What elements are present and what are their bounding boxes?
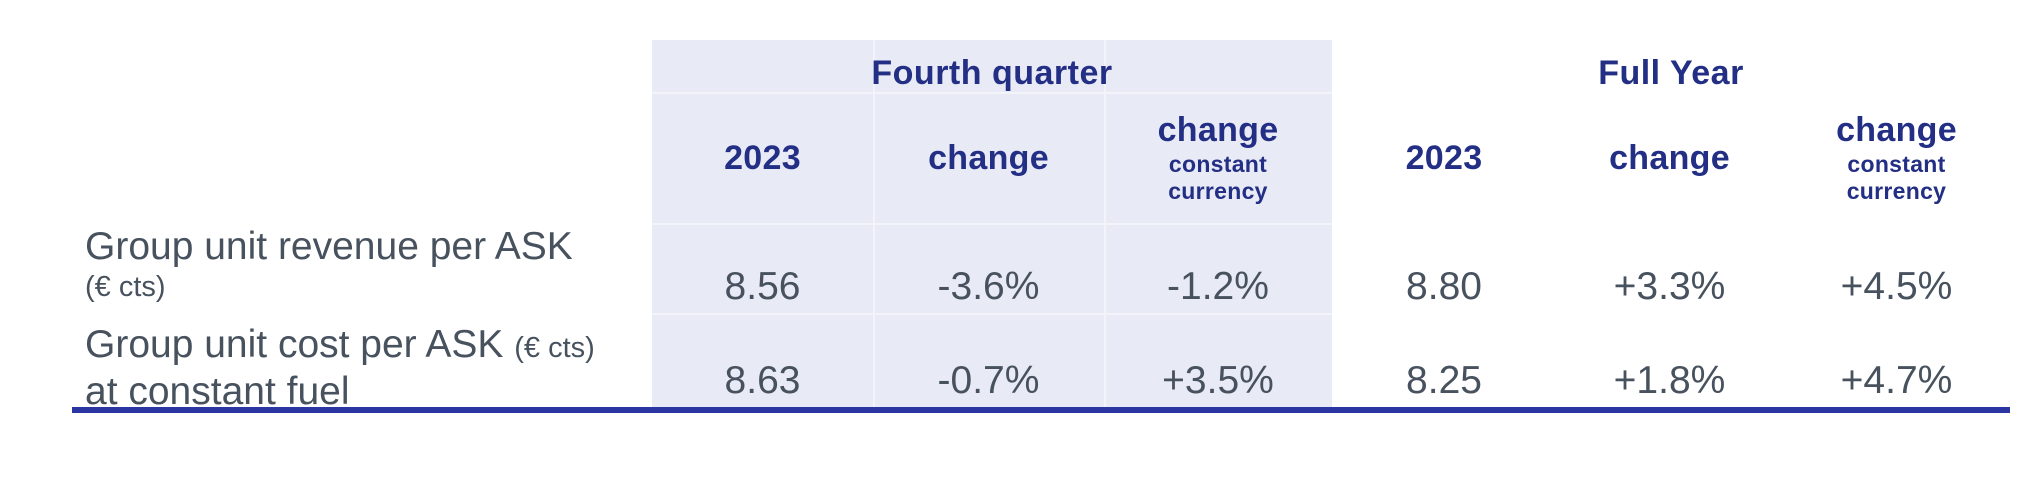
column-header-main: change <box>1157 110 1279 149</box>
group-header-full-year: Full Year <box>1598 54 1744 92</box>
value-cell-fq-2023-revenue: 8.56 <box>724 265 801 308</box>
column-header-fq-2023: 2023 <box>724 138 801 177</box>
value-cell-fy-2023-revenue: 8.80 <box>1406 265 1482 308</box>
row-label-second-line: at constant fuel <box>85 370 350 413</box>
group-header-fourth-quarter: Fourth quarter <box>871 54 1113 92</box>
row-divider <box>652 223 1332 225</box>
value-cell-fq-change-cost: -0.7% <box>937 359 1040 402</box>
row-divider <box>652 313 1332 315</box>
row-label-text: Group unit revenue per ASK <box>85 225 573 268</box>
row-label-unit-note: (€ cts) <box>514 332 595 364</box>
row-label-unit-cost: Group unit cost per ASK (€ cts) at const… <box>72 313 652 413</box>
value-cell-fy-change-cc-revenue: +4.5% <box>1840 265 1953 308</box>
column-header-sub: constant currency <box>1846 150 1947 204</box>
row-label-unit-revenue: Group unit revenue per ASK (€ cts) <box>72 223 652 313</box>
value-cell-fy-change-revenue: +3.3% <box>1613 265 1726 308</box>
row-divider <box>652 92 1332 94</box>
column-header-text: change constant currency <box>1822 111 1972 205</box>
value-cell-fq-2023-cost: 8.63 <box>724 359 801 402</box>
column-header-sub: constant currency <box>1168 150 1268 204</box>
value-cell-fq-change-cc-cost: +3.5% <box>1162 359 1274 402</box>
value-cell-fq-change-revenue: -3.6% <box>937 265 1040 308</box>
column-header-fy-change: change <box>1609 138 1730 177</box>
column-header-fq-change: change <box>928 138 1049 177</box>
value-cell-fq-change-cc-revenue: -1.2% <box>1167 265 1269 308</box>
value-cell-fy-change-cc-cost: +4.7% <box>1840 359 1953 402</box>
bottom-rule <box>72 407 2010 413</box>
unit-economics-table: Fourth quarter Full Year 2023 change cha… <box>72 40 2010 413</box>
fourth-quarter-highlight-panel <box>652 40 1332 407</box>
row-label-unit-note: (€ cts) <box>85 271 166 303</box>
row-label-text: Group unit cost per ASK <box>85 323 504 366</box>
column-header-main: change <box>1836 110 1957 149</box>
column-header-text: change constant currency <box>1143 111 1293 205</box>
column-header-fy-2023: 2023 <box>1405 138 1483 177</box>
value-cell-fy-2023-cost: 8.25 <box>1406 359 1482 402</box>
value-cell-fy-change-cost: +1.8% <box>1613 359 1726 402</box>
column-header-fq-change-constant-currency: change constant currency <box>1104 92 1332 223</box>
column-header-fy-change-constant-currency: change constant currency <box>1783 92 2010 223</box>
